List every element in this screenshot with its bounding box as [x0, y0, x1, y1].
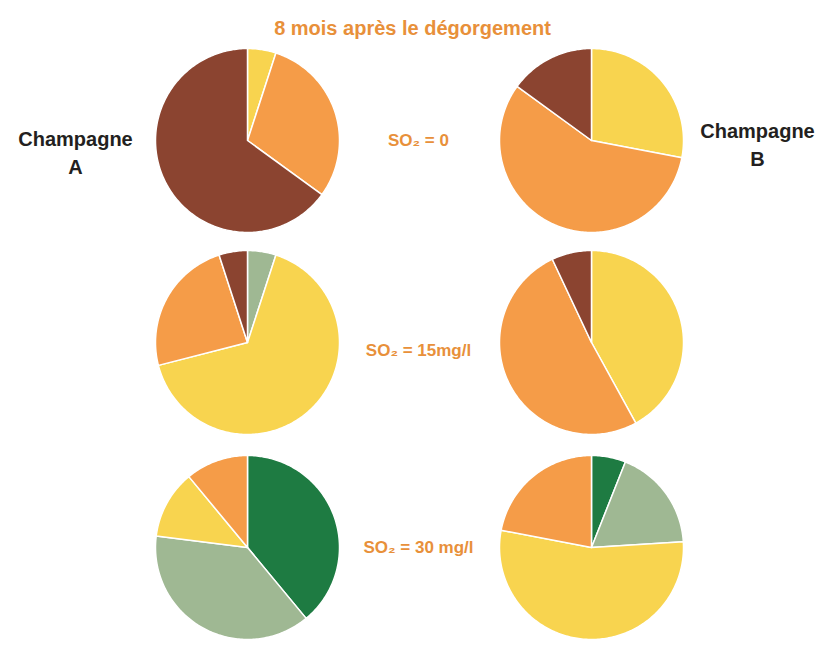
svg-text:8 mois après le dégorgement: 8 mois après le dégorgement [274, 17, 551, 39]
svg-text:ChampagneA: ChampagneA [18, 128, 132, 178]
svg-text:SO₂ = 30 mg/l: SO₂ = 30 mg/l [363, 538, 473, 557]
svg-text:ChampagneB: ChampagneB [700, 120, 814, 170]
svg-text:SO₂ = 0: SO₂ = 0 [388, 131, 449, 150]
svg-text:SO₂ = 15mg/l: SO₂ = 15mg/l [366, 341, 471, 360]
